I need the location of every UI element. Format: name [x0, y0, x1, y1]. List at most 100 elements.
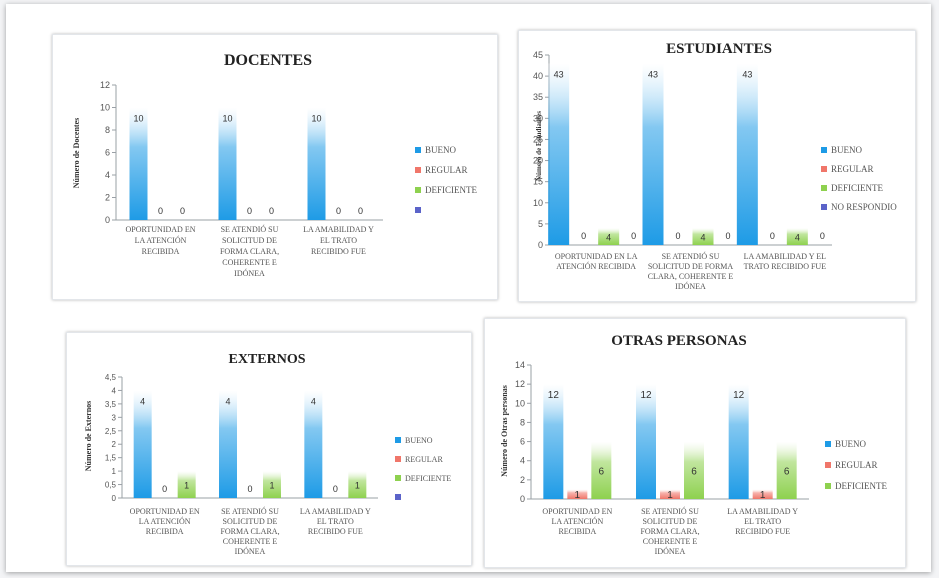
data-label: 1 — [269, 481, 274, 491]
y-tick-label: 20 — [533, 156, 543, 166]
y-tick-label: 0 — [520, 494, 525, 504]
category-label: RECIBIDO FUE — [311, 247, 366, 256]
category-label: OPORTUNIDAD EN — [542, 507, 612, 516]
data-label: 0 — [162, 484, 167, 494]
data-label: 0 — [358, 206, 363, 216]
bar-deficiente — [598, 228, 620, 245]
bar-regular — [567, 489, 588, 499]
chart-docentes: DOCENTES 0 2 4 6 8 10 12 Número de Docentes 10 0 0 O… — [72, 52, 477, 278]
category-label: SOLICITUD DE — [643, 517, 698, 526]
data-label: 10 — [311, 114, 321, 124]
category-label: SOLICITUD DE FORMA — [648, 262, 734, 271]
data-label: 4 — [795, 233, 800, 243]
bar-regular — [752, 489, 773, 499]
y-tick-label: 1,5 — [105, 454, 117, 463]
y-tick-label: 6 — [520, 437, 525, 447]
bar-bueno — [304, 390, 323, 498]
legend-swatch — [825, 462, 831, 468]
legend-label: BUENO — [405, 436, 433, 445]
bar-bueno — [307, 107, 326, 220]
category-label: RECIBIDO FUE — [735, 527, 790, 536]
bar-bueno — [133, 390, 152, 498]
y-tick-label: 0 — [538, 240, 543, 250]
legend-swatch — [825, 441, 831, 447]
y-tick-label: 2 — [112, 440, 117, 449]
bar-bueno — [728, 384, 749, 499]
category-label: RECIBIDO FUE — [308, 527, 363, 536]
legend-label: DEFICIENTE — [835, 481, 887, 491]
data-label: 0 — [725, 231, 730, 241]
legend-label: BUENO — [831, 145, 862, 155]
data-label: 0 — [247, 206, 252, 216]
legend-label: BUENO — [425, 145, 456, 155]
legend-label: REGULAR — [425, 165, 468, 175]
legend-swatch — [415, 187, 421, 193]
category-label: COHERENTE E — [223, 537, 278, 546]
y-tick-label: 2 — [105, 193, 110, 203]
y-tick-label: 4 — [105, 170, 110, 180]
legend-label: DEFICIENTE — [405, 474, 451, 483]
data-label: 1 — [184, 481, 189, 491]
legend-swatch — [821, 166, 827, 172]
y-tick-label: 5 — [538, 219, 543, 229]
legend-label: DEFICIENTE — [425, 185, 477, 195]
bar-deficiente — [348, 471, 367, 498]
data-label: 6 — [599, 466, 605, 477]
category-label: SE ATENDIÓ SU — [641, 506, 699, 516]
data-label: 6 — [784, 466, 790, 477]
category-label: SOLICITUD DE — [223, 517, 278, 526]
category-label: OPORTUNIDAD EN LA — [555, 252, 638, 261]
bar-bueno — [736, 63, 758, 245]
y-tick-label: 3 — [112, 413, 117, 422]
chart-panel-docentes: DOCENTES 0 2 4 6 8 10 12 Número de Docentes 10 0 0 O… — [52, 34, 498, 300]
data-label: 12 — [548, 390, 560, 401]
category-label: RECIBIDA — [146, 527, 184, 536]
data-label: 4 — [700, 233, 705, 243]
category-label: LA AMABILIDAD Y EL — [744, 252, 826, 261]
category-label: IDÓNEA — [235, 546, 266, 556]
category-label: OPORTUNIDAD EN — [126, 225, 196, 234]
y-axis-label: Número de Otras personas — [500, 385, 509, 477]
chart-title: ESTUDIANTES — [666, 41, 772, 57]
chart-title: OTRAS PERSONAS — [611, 333, 746, 349]
y-tick-label: 15 — [533, 177, 543, 187]
y-tick-label: 45 — [533, 50, 543, 60]
data-label: 0 — [675, 231, 680, 241]
legend-swatch — [821, 147, 827, 153]
y-axis-label: Número de Docentes — [72, 118, 81, 189]
category-label: LA ATENCIÓN — [551, 516, 603, 526]
y-tick-label: 4,5 — [105, 373, 117, 382]
bar-deficiente — [591, 441, 612, 499]
category-label: SE ATENDIÓ SU — [662, 251, 720, 261]
y-tick-label: 2,5 — [105, 427, 117, 436]
bar-bueno — [218, 107, 237, 220]
chart-otras-personas: OTRAS PERSONAS 0 2 4 6 8 10 12 14 Número de Otras… — [500, 333, 887, 556]
legend-swatch — [395, 456, 401, 462]
data-label: 12 — [640, 390, 652, 401]
category-label: CLARA, COHERENTE E — [648, 272, 734, 281]
data-label: 4 — [606, 233, 611, 243]
bar-deficiente — [692, 228, 714, 245]
y-tick-label: 10 — [515, 398, 525, 408]
legend-swatch — [821, 185, 827, 191]
category-label: FORMA CLARA, — [220, 527, 279, 536]
category-label: SOLICITUD DE — [222, 236, 277, 245]
data-label: 1 — [575, 490, 581, 501]
legend-label: NO RESPONDIO — [831, 202, 897, 212]
data-label: 43 — [554, 69, 564, 79]
y-tick-label: 3,5 — [105, 400, 117, 409]
chart-title: DOCENTES — [224, 52, 312, 69]
bar-deficiente — [177, 471, 196, 498]
page-sheet: DOCENTES 0 2 4 6 8 10 12 Número de Docentes 10 0 0 O… — [6, 4, 931, 572]
bar-deficiente — [684, 441, 704, 499]
chart-title: EXTERNOS — [228, 352, 305, 367]
data-label: 0 — [333, 484, 338, 494]
legend-label: REGULAR — [835, 460, 878, 470]
data-label: 0 — [820, 231, 825, 241]
category-label: COHERENTE E — [643, 537, 698, 546]
category-label: LA ATENCIÓN — [139, 516, 191, 526]
bar-bueno — [636, 384, 656, 499]
y-tick-label: 8 — [520, 417, 525, 427]
data-label: 10 — [222, 114, 232, 124]
data-label: 0 — [180, 206, 185, 216]
